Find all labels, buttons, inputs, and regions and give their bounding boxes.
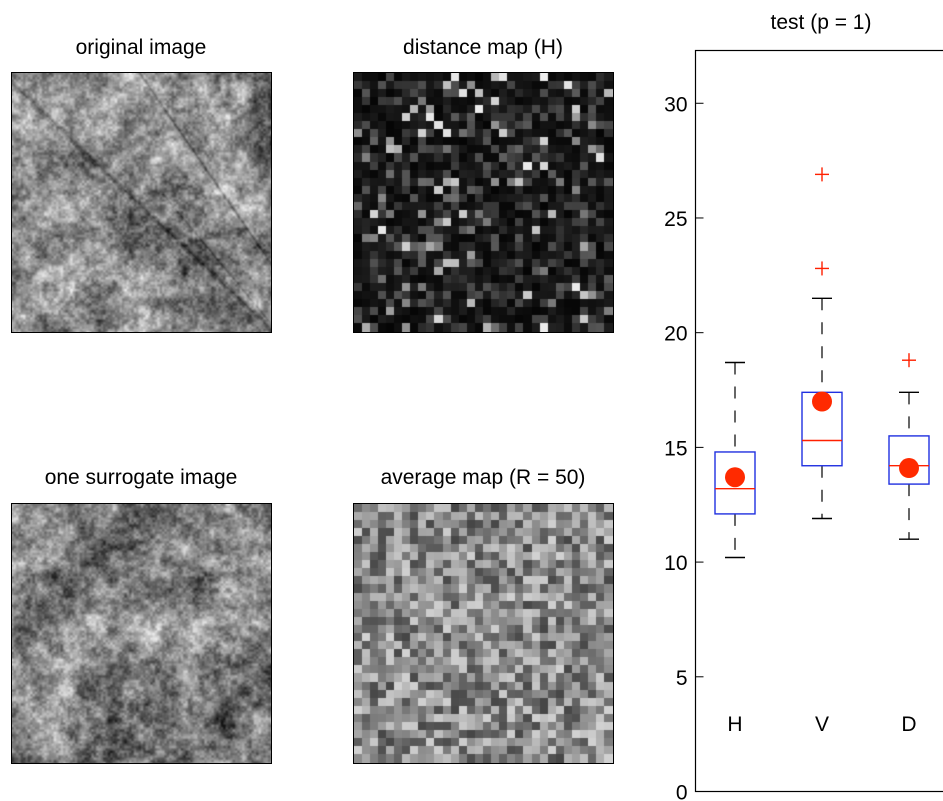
chart-title: test (p = 1) [771, 11, 872, 34]
original-image [11, 72, 272, 333]
original-image-title: original image [75, 36, 207, 59]
y-tick-label: 15 [664, 437, 687, 460]
observed-value-dot [725, 467, 745, 488]
y-tick-label: 30 [664, 93, 687, 116]
observed-value-dot [899, 458, 919, 479]
y-tick-label: 5 [676, 667, 688, 690]
distance-map-image [353, 72, 614, 333]
y-tick-label: 20 [664, 323, 687, 346]
box-d [888, 353, 930, 540]
iqr-box [888, 435, 930, 485]
average-map-image [353, 503, 614, 764]
y-tick-label: 25 [664, 208, 687, 231]
iqr-box [714, 451, 756, 515]
y-tick-label: 10 [664, 552, 687, 575]
box-h [714, 361, 756, 559]
box-v [801, 167, 843, 520]
category-label-h: H [727, 713, 742, 736]
category-label-v: V [815, 713, 829, 736]
average-map-title: average map (R = 50) [380, 466, 586, 489]
surrogate-image [11, 503, 272, 764]
outlier-marker [815, 261, 829, 276]
observed-value-dot [812, 391, 832, 412]
surrogate-image-title: one surrogate image [44, 466, 238, 489]
outlier-marker [902, 353, 916, 368]
category-label-d: D [901, 713, 916, 736]
y-axis: 0 5 10 15 20 25 30 [664, 93, 704, 801]
y-tick-label: 0 [676, 782, 688, 801]
plot-area-frame [694, 49, 943, 793]
boxes-group [714, 167, 930, 559]
outlier-marker [815, 167, 829, 182]
distance-map-title: distance map (H) [403, 36, 563, 59]
